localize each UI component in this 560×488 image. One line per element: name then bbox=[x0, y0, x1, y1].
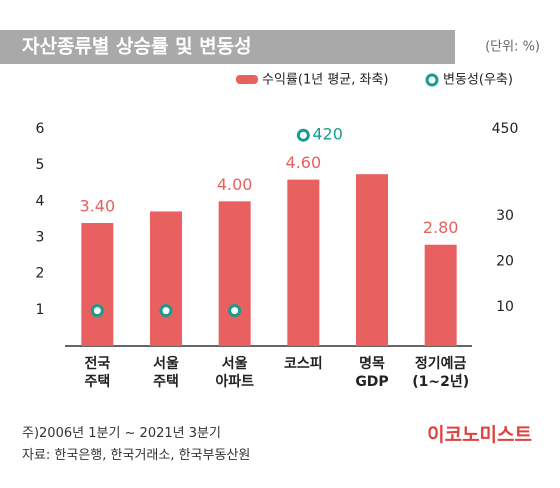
legend-label: 변동성(우축) bbox=[443, 73, 513, 88]
legend-swatch bbox=[425, 73, 439, 87]
note: 주)2006년 1분기 ~ 2021년 3분기 bbox=[22, 426, 221, 441]
bar bbox=[81, 223, 114, 346]
bar bbox=[424, 244, 457, 346]
x-tick-label: 코스피 bbox=[284, 356, 323, 372]
value-label: 4.60 bbox=[286, 153, 322, 172]
value-label: 420 bbox=[312, 125, 343, 144]
marker bbox=[90, 304, 104, 318]
y2-tick-label: 20 bbox=[496, 254, 514, 270]
marker bbox=[296, 128, 310, 142]
x-tick-label: 전국 주택 bbox=[84, 356, 111, 390]
y2-tick-label: 450 bbox=[492, 121, 519, 137]
chart-title: 자산종류별 상승률 및 변동성 bbox=[22, 36, 252, 58]
y-tick-label: 5 bbox=[36, 157, 45, 173]
y-tick-label: 3 bbox=[36, 230, 45, 246]
logo: 이코노미스트 bbox=[427, 424, 532, 446]
y2-tick-label: 10 bbox=[496, 299, 514, 315]
unit-label: (단위: %) bbox=[485, 40, 540, 55]
y2-tick-label: 30 bbox=[496, 208, 514, 224]
value-label: 3.40 bbox=[80, 197, 116, 216]
y-tick-label: 4 bbox=[36, 193, 45, 209]
value-label: 2.80 bbox=[423, 218, 459, 237]
marker bbox=[159, 304, 173, 318]
y-tick-label: 1 bbox=[36, 302, 45, 318]
x-tick-label: 정기예금 (1~2년) bbox=[412, 356, 470, 390]
legend-label: 수익률(1년 평균, 좌축) bbox=[262, 73, 389, 88]
bar bbox=[218, 201, 251, 346]
source: 자료: 한국은행, 한국거래소, 한국부동산원 bbox=[22, 448, 251, 463]
x-tick-label: 서울 아파트 bbox=[215, 356, 254, 390]
legend-swatch bbox=[236, 75, 258, 84]
title-banner bbox=[0, 30, 455, 64]
x-tick-label: 명목 GDP bbox=[355, 356, 389, 390]
bar bbox=[287, 179, 320, 346]
value-label: 4.00 bbox=[217, 175, 253, 194]
y-tick-label: 2 bbox=[36, 266, 45, 282]
bar bbox=[356, 174, 388, 346]
y-tick-label: 6 bbox=[36, 121, 45, 137]
bar bbox=[150, 211, 182, 346]
marker bbox=[228, 304, 242, 318]
x-tick-label: 서울 주택 bbox=[153, 356, 179, 390]
